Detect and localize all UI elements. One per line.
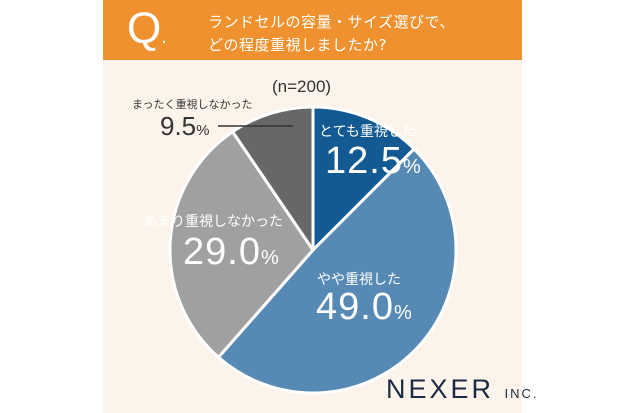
slice-label-1: やや重視した	[317, 272, 401, 288]
pie-slice-3	[231, 105, 315, 252]
pie-slice-1	[216, 147, 458, 395]
slice-value-2: 29.0%	[183, 231, 280, 273]
slice-label-2: あまり重視しなかった	[143, 214, 283, 230]
pie-chart	[168, 105, 458, 395]
slice-label-0: とても重視した	[319, 124, 416, 140]
nexer-logo: NEXER INC.	[386, 374, 539, 404]
q-mark: Q.	[127, 4, 167, 53]
sample-size: (n=200)	[272, 77, 332, 96]
question-line-1: ランドセルの容量・サイズ選びで、	[208, 13, 455, 31]
slice-value-1: 49.0%	[316, 286, 413, 328]
slice-label-3: まったく重視しなかった	[132, 98, 253, 111]
pie-slice-0	[311, 105, 416, 252]
slice-value-0: 12.5%	[325, 140, 422, 182]
slice-value-3: 9.5%	[160, 111, 210, 141]
pie-slice-2	[168, 130, 315, 359]
infographic-panel: Q. ランドセルの容量・サイズ選びで、 どの程度重視しましたか? (n=200)…	[103, 0, 537, 413]
question-line-2: どの程度重視しましたか?	[208, 36, 387, 54]
question-header: Q. ランドセルの容量・サイズ選びで、 どの程度重視しましたか?	[103, 0, 522, 60]
